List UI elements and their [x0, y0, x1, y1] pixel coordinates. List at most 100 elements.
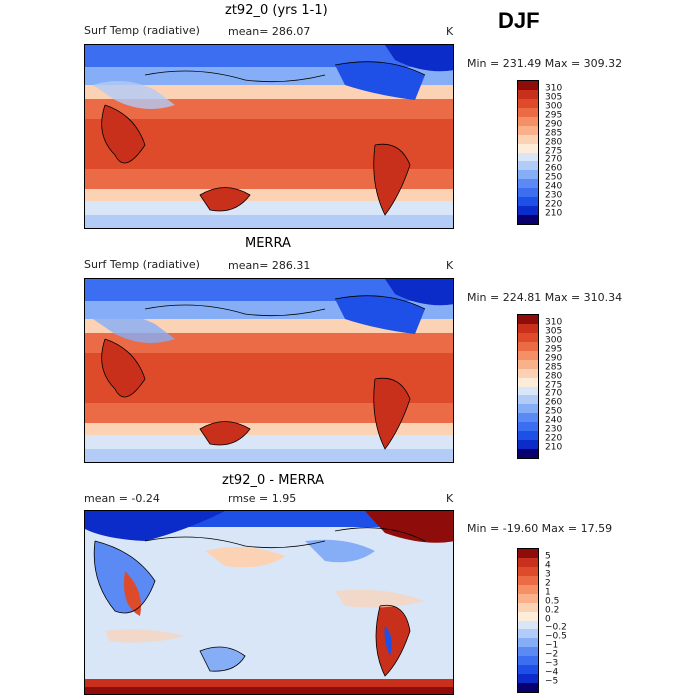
- colorbar-segment: [518, 413, 538, 423]
- colorbar-segment: [518, 170, 538, 180]
- colorbar-segment: [518, 152, 538, 162]
- colorbar-segment: [518, 593, 538, 603]
- colorbar-tick-label: 230: [545, 424, 563, 435]
- colorbar-tick-label: 290: [545, 119, 563, 130]
- colorbar-segment: [518, 116, 538, 126]
- colorbar-tick-label: −4: [545, 667, 559, 678]
- panel1-mean: mean= 286.07: [228, 25, 311, 38]
- colorbar-segment: [518, 647, 538, 657]
- panel2-colorbar: [517, 314, 539, 459]
- colorbar-tick-label: 210: [545, 442, 563, 453]
- colorbar-segment: [518, 404, 538, 414]
- colorbar-segment: [518, 620, 538, 630]
- colorbar-tick-label: 270: [545, 388, 563, 399]
- panel2-colorbar-labels: 210 220 230 240 250 260 270 275 280 285 290 295 300 3…: [545, 314, 595, 459]
- panel1-map: [84, 44, 454, 229]
- colorbar-segment: [518, 350, 538, 360]
- colorbar-tick-label: 250: [545, 406, 563, 417]
- colorbar-segment: [518, 315, 538, 324]
- panel2-map-svg: [85, 279, 453, 462]
- colorbar-segment: [518, 341, 538, 351]
- colorbar-segment: [518, 179, 538, 189]
- colorbar-segment: [518, 683, 538, 692]
- colorbar-segment: [518, 89, 538, 99]
- panel3-title: zt92_0 - MERRA: [222, 473, 325, 488]
- colorbar-tick-label: −2: [545, 649, 559, 660]
- panel3-minmax: Min = -19.60 Max = 17.59: [467, 522, 613, 535]
- colorbar-segment: [518, 440, 538, 450]
- colorbar-segment: [518, 656, 538, 666]
- colorbar-tick-label: 4: [545, 560, 551, 571]
- colorbar-tick-label: 300: [545, 101, 563, 112]
- colorbar-tick-label: 230: [545, 190, 563, 201]
- colorbar-tick-label: −1: [545, 640, 559, 651]
- colorbar-segment: [518, 575, 538, 585]
- colorbar-tick-label: 240: [545, 415, 563, 426]
- colorbar-segment: [518, 674, 538, 684]
- panel3-colorbar-labels: −5 −4 −3 −2 −1 −0.5 −0.2 0 0.2 0.5 1 2 3 4 5: [545, 548, 595, 693]
- panel3-units: K: [446, 492, 454, 505]
- panel1-minmax: Min = 231.49 Max = 309.32: [467, 57, 623, 70]
- colorbar-segment: [518, 566, 538, 576]
- colorbar-segment: [518, 638, 538, 648]
- panel1-field: Surf Temp (radiative): [84, 24, 200, 37]
- colorbar-segment: [518, 611, 538, 621]
- panel1-title: zt92_0 (yrs 1-1): [225, 3, 328, 18]
- colorbar-segment: [518, 98, 538, 108]
- colorbar-tick-label: −5: [545, 676, 559, 687]
- panel3-map-svg: [85, 511, 453, 694]
- panel2-units: K: [446, 259, 454, 272]
- panel2-minmax: Min = 224.81 Max = 310.34: [467, 291, 623, 304]
- colorbar-tick-label: −0.2: [545, 622, 567, 633]
- colorbar-tick-label: 250: [545, 172, 563, 183]
- colorbar-segment: [518, 368, 538, 378]
- colorbar-segment: [518, 188, 538, 198]
- colorbar-segment: [518, 395, 538, 405]
- colorbar-segment: [518, 81, 538, 90]
- colorbar-segment: [518, 161, 538, 171]
- colorbar-segment: [518, 449, 538, 458]
- colorbar-segment: [518, 359, 538, 369]
- colorbar-segment: [518, 107, 538, 117]
- colorbar-tick-label: 260: [545, 163, 563, 174]
- colorbar-tick-label: 0.5: [545, 596, 560, 607]
- colorbar-segment: [518, 134, 538, 144]
- colorbar-tick-label: 260: [545, 397, 563, 408]
- panel2-map: [84, 278, 454, 463]
- panel2-title: MERRA: [245, 236, 291, 251]
- colorbar-tick-label: 0.2: [545, 605, 560, 616]
- colorbar-segment: [518, 431, 538, 441]
- colorbar-segment: [518, 602, 538, 612]
- colorbar-segment: [518, 557, 538, 567]
- colorbar-segment: [518, 215, 538, 224]
- colorbar-segment: [518, 386, 538, 396]
- panel1-colorbar: [517, 80, 539, 225]
- colorbar-segment: [518, 422, 538, 432]
- colorbar-tick-label: −3: [545, 658, 559, 669]
- colorbar-segment: [518, 143, 538, 153]
- colorbar-segment: [518, 125, 538, 135]
- colorbar-segment: [518, 332, 538, 342]
- colorbar-tick-label: 240: [545, 181, 563, 192]
- colorbar-segment: [518, 665, 538, 675]
- colorbar-tick-label: −0.5: [545, 631, 567, 642]
- panel3-mean: mean = -0.24: [84, 492, 160, 505]
- colorbar-tick-label: 275: [545, 380, 563, 390]
- colorbar-tick-label: 270: [545, 154, 563, 165]
- colorbar-tick-label: 220: [545, 433, 563, 444]
- colorbar-tick-label: 310: [545, 83, 563, 94]
- colorbar-tick-label: 1: [545, 587, 551, 598]
- colorbar-segment: [518, 584, 538, 594]
- panel3-colorbar: [517, 548, 539, 693]
- colorbar-tick-label: 2: [545, 578, 551, 589]
- colorbar-tick-label: 305: [545, 326, 563, 337]
- panel3-map: [84, 510, 454, 695]
- colorbar-segment: [518, 377, 538, 387]
- colorbar-tick-label: 285: [545, 128, 563, 139]
- colorbar-tick-label: 290: [545, 353, 563, 364]
- colorbar-tick-label: 210: [545, 208, 563, 219]
- colorbar-segment: [518, 629, 538, 639]
- colorbar-segment: [518, 197, 538, 207]
- colorbar-tick-label: 5: [545, 551, 551, 562]
- panel2-field: Surf Temp (radiative): [84, 258, 200, 271]
